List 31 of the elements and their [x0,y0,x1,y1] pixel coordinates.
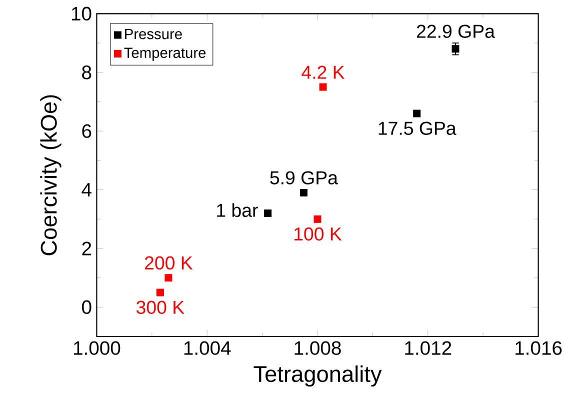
y-tick-label: 8 [82,65,92,80]
point [319,83,327,91]
point [264,209,272,217]
y-axis-title: Coercivity (kOe) [40,95,62,256]
point [300,188,308,196]
annotation: 300 K [136,300,184,314]
point [452,45,460,53]
point [156,288,164,296]
annotation: 4.2 K [302,66,345,79]
annotation: 17.5 GPa [378,122,456,135]
x-axis-title: Tetragonality [254,365,382,386]
annotation: 100 K [294,227,342,241]
x-tick-label: 1.012 [405,341,452,355]
x-tick-label: 1.016 [516,341,562,355]
point [164,274,172,282]
x-tick-label: 1.000 [74,341,120,355]
legend-label: Pressure [125,28,182,40]
annotation: 200 K [145,256,193,270]
y-tick-label: 0 [82,300,92,314]
point [314,215,322,223]
y-tick-label: 2 [82,242,92,256]
annotation: 5.9 GPa [270,171,338,184]
y-tick-label: 6 [82,124,92,138]
point [413,110,421,118]
annotation: 1 bar [217,203,258,217]
y-tick-label: 10 [72,6,92,20]
x-tick-label: 1.004 [184,341,231,355]
annotation: 22.9 GPa [416,24,495,38]
x-tick-label: 1.008 [294,341,341,355]
legend-label: Temperature [124,48,206,61]
y-tick-label: 4 [82,183,92,196]
